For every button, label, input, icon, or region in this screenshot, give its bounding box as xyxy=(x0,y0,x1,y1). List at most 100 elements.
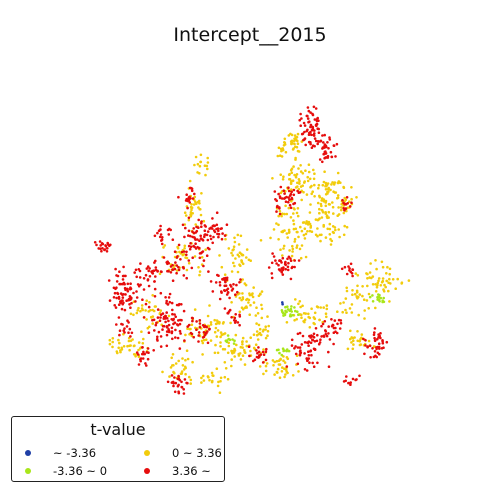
map-point xyxy=(161,371,164,374)
map-point xyxy=(344,309,347,312)
map-point xyxy=(279,269,282,272)
map-point xyxy=(183,310,186,313)
map-point xyxy=(350,201,353,204)
map-point xyxy=(360,343,363,346)
map-point xyxy=(193,193,196,196)
map-point xyxy=(169,293,172,296)
map-point xyxy=(306,115,309,118)
map-point xyxy=(290,140,293,143)
map-point xyxy=(349,381,352,384)
map-point xyxy=(155,322,158,325)
map-point xyxy=(223,277,226,280)
map-point xyxy=(191,317,194,320)
map-point xyxy=(290,191,293,194)
map-point xyxy=(185,254,188,257)
map-point xyxy=(366,285,369,288)
map-point xyxy=(313,106,316,109)
map-point xyxy=(364,344,367,347)
map-point xyxy=(191,361,194,364)
map-point xyxy=(271,272,274,275)
map-point xyxy=(332,231,335,234)
legend-label: 0 ~ 3.36 xyxy=(172,446,222,460)
map-point xyxy=(299,191,302,194)
map-point xyxy=(219,345,222,348)
map-point xyxy=(352,348,355,351)
map-point xyxy=(345,207,348,210)
map-point xyxy=(396,278,399,281)
map-point xyxy=(336,143,339,146)
map-point xyxy=(141,298,144,301)
map-point xyxy=(356,297,359,300)
map-point xyxy=(330,318,333,321)
map-point xyxy=(341,199,344,202)
map-point xyxy=(139,276,142,279)
map-point xyxy=(233,245,236,248)
map-point xyxy=(361,333,364,336)
map-point xyxy=(168,331,171,334)
map-point xyxy=(310,307,313,310)
map-point xyxy=(327,147,330,150)
map-point xyxy=(211,374,214,377)
map-point xyxy=(197,219,200,222)
map-point xyxy=(229,309,232,312)
map-point xyxy=(256,334,259,337)
map-point xyxy=(233,265,236,268)
map-point xyxy=(315,107,318,110)
map-point xyxy=(298,119,301,122)
map-point xyxy=(99,240,102,243)
map-point xyxy=(307,313,310,316)
map-point xyxy=(282,175,285,178)
map-point xyxy=(357,274,360,277)
map-point xyxy=(298,259,301,262)
map-point xyxy=(226,223,229,226)
map-point xyxy=(294,345,297,348)
map-point xyxy=(307,106,310,109)
map-point xyxy=(333,144,336,147)
map-point xyxy=(207,315,210,318)
map-point xyxy=(132,314,135,317)
map-point xyxy=(229,322,232,325)
map-point xyxy=(211,381,214,384)
map-point xyxy=(354,293,357,296)
map-point xyxy=(327,325,330,328)
map-point xyxy=(307,121,310,124)
map-point xyxy=(199,208,202,211)
map-point xyxy=(112,337,115,340)
map-point xyxy=(228,297,231,300)
map-point xyxy=(217,236,220,239)
map-point xyxy=(304,169,307,172)
map-point xyxy=(357,314,360,317)
map-point xyxy=(288,249,291,252)
map-point xyxy=(303,181,306,184)
map-point xyxy=(224,376,227,379)
map-point xyxy=(185,251,188,254)
map-point xyxy=(322,306,325,309)
map-point xyxy=(311,190,314,193)
map-point xyxy=(361,295,364,298)
map-point xyxy=(259,293,262,296)
map-point xyxy=(129,306,132,309)
map-point xyxy=(169,229,172,232)
map-point xyxy=(184,373,187,376)
map-point xyxy=(289,178,292,181)
map-point xyxy=(145,274,148,277)
map-point xyxy=(320,234,323,237)
map-point xyxy=(211,372,214,375)
map-point xyxy=(300,351,303,354)
map-point xyxy=(308,354,311,357)
map-point xyxy=(311,362,314,365)
map-point xyxy=(262,329,265,332)
map-point xyxy=(314,118,317,121)
map-point xyxy=(279,173,282,176)
map-point xyxy=(173,313,176,316)
map-point xyxy=(286,321,289,324)
map-point xyxy=(115,323,118,326)
map-point xyxy=(218,233,221,236)
map-point xyxy=(237,234,240,237)
map-point xyxy=(327,187,330,190)
map-point xyxy=(106,242,109,245)
map-point xyxy=(321,147,324,150)
map-point xyxy=(376,286,379,289)
map-point xyxy=(195,156,198,159)
map-point xyxy=(279,376,282,379)
